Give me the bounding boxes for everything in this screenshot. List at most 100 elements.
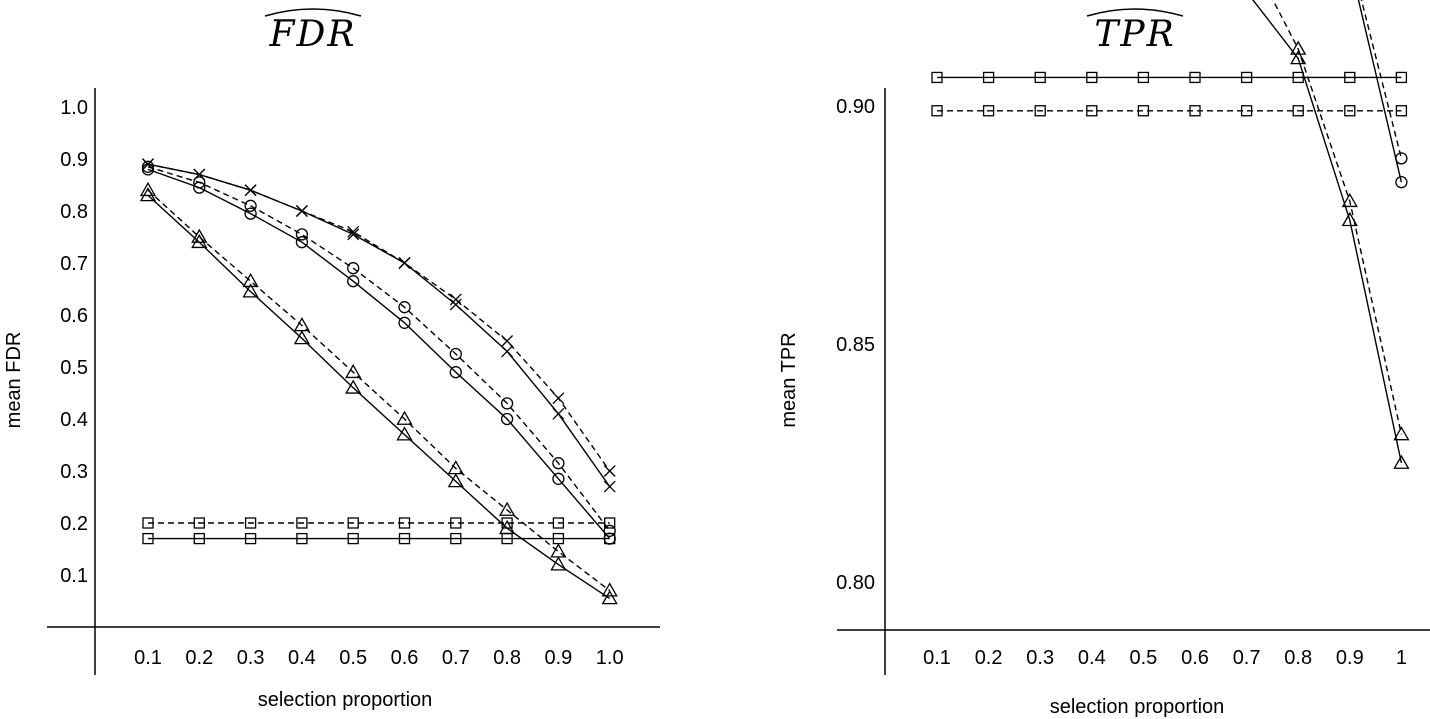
series-line	[147, 189, 611, 592]
series-line	[147, 194, 611, 599]
series-circle-dashed	[141, 160, 616, 537]
data-point-triangle	[345, 363, 362, 379]
data-point-cross	[603, 480, 616, 493]
data-point-square	[604, 532, 616, 545]
data-point-cross	[295, 205, 308, 217]
series-triangle-solid	[139, 187, 618, 605]
y-axis-label: mean FDR	[3, 332, 25, 429]
data-point-circle	[1395, 176, 1408, 189]
x-tick-label: 0.4	[288, 647, 316, 669]
y-tick-label: 0.1	[60, 565, 88, 587]
title-hat	[1086, 8, 1184, 17]
data-point-circle	[500, 412, 514, 426]
data-point-square	[296, 517, 308, 529]
data-point-cross	[347, 225, 360, 238]
data-point-square	[398, 517, 411, 529]
x-tick-label: 0.6	[1181, 647, 1209, 669]
chart-title: FDR	[269, 14, 357, 55]
data-point-circle	[347, 262, 360, 275]
data-point-square	[1395, 105, 1408, 117]
data-point-cross	[552, 407, 565, 420]
data-point-square	[552, 532, 565, 545]
data-point-triangle	[191, 228, 208, 243]
data-point-cross	[449, 293, 462, 306]
series-square-solid	[142, 532, 616, 545]
series-square-solid	[931, 71, 1408, 84]
data-point-triangle	[447, 460, 464, 475]
x-tick-label: 0.5	[339, 647, 367, 669]
data-point-square	[931, 105, 943, 117]
data-point-triangle	[396, 426, 413, 441]
data-point-triangle	[1393, 426, 1410, 441]
data-point-circle	[552, 472, 565, 485]
data-point-square	[1034, 105, 1046, 117]
data-point-triangle	[139, 187, 157, 202]
y-tick-label: 0.5	[60, 357, 88, 379]
y-axis-label: mean TPR	[778, 332, 800, 427]
data-point-circle	[500, 397, 514, 410]
data-point-square	[142, 517, 154, 529]
data-point-square	[1292, 105, 1304, 117]
data-point-circle	[552, 457, 565, 470]
series-line	[1272, 0, 1403, 435]
series-line	[147, 166, 611, 532]
x-tick-label: 0.7	[442, 647, 470, 669]
series-square-dashed	[142, 517, 616, 529]
data-point-triangle	[345, 379, 362, 394]
data-point-triangle	[396, 410, 413, 425]
series-triangle-solid	[1252, 0, 1410, 469]
data-point-square	[193, 517, 205, 529]
y-tick-label: 0.85	[836, 334, 875, 356]
data-point-cross	[244, 184, 257, 197]
x-tick-label: 0.2	[975, 647, 1003, 669]
data-point-cross	[449, 298, 462, 311]
series-triangle-dashed	[1272, 0, 1410, 441]
x-tick-label: 0.4	[1078, 647, 1106, 669]
data-point-triangle	[139, 181, 157, 197]
data-point-cross	[501, 335, 514, 347]
data-point-square	[982, 105, 995, 117]
data-point-square	[552, 517, 565, 529]
data-point-triangle	[447, 473, 464, 488]
data-point-square	[604, 517, 616, 529]
x-tick-label: 0.1	[134, 647, 162, 669]
data-point-triangle	[498, 501, 516, 516]
series-line	[147, 163, 611, 488]
data-point-triangle	[1393, 454, 1410, 469]
data-point-triangle	[242, 272, 259, 288]
x-tick-label: 0.2	[185, 647, 213, 669]
data-point-square	[142, 532, 154, 545]
x-tick-label: 0.6	[391, 647, 419, 669]
y-tick-label: 0.2	[60, 513, 88, 535]
data-point-triangle	[550, 543, 567, 558]
x-tick-label: 0.3	[237, 647, 265, 669]
series-square-dashed	[931, 105, 1408, 117]
data-point-square	[347, 532, 359, 545]
data-point-circle	[347, 275, 360, 288]
data-point-cross	[552, 392, 565, 405]
x-tick-label: 0.9	[1336, 647, 1364, 669]
data-point-square	[1240, 105, 1253, 117]
data-point-circle	[603, 524, 616, 537]
y-tick-label: 0.3	[60, 461, 88, 483]
data-point-circle	[1395, 152, 1408, 165]
data-point-square	[1344, 105, 1356, 117]
data-point-square	[931, 71, 943, 84]
data-point-circle	[295, 228, 309, 241]
data-point-square	[1086, 105, 1098, 117]
x-tick-label: 0.9	[544, 647, 572, 669]
y-tick-label: 0.8	[60, 201, 88, 223]
x-tick-label: 0.8	[1284, 647, 1312, 669]
series-line	[1252, 0, 1403, 464]
data-point-circle	[244, 207, 257, 220]
data-point-square	[1086, 71, 1098, 84]
data-point-square	[450, 517, 462, 529]
x-tick-label: 0.3	[1026, 647, 1054, 669]
series-line	[147, 168, 611, 540]
y-tick-label: 0.80	[836, 572, 875, 594]
data-point-circle	[244, 199, 257, 212]
data-point-square	[501, 517, 513, 529]
data-point-square	[1240, 71, 1253, 84]
series-cross-solid	[142, 158, 616, 493]
